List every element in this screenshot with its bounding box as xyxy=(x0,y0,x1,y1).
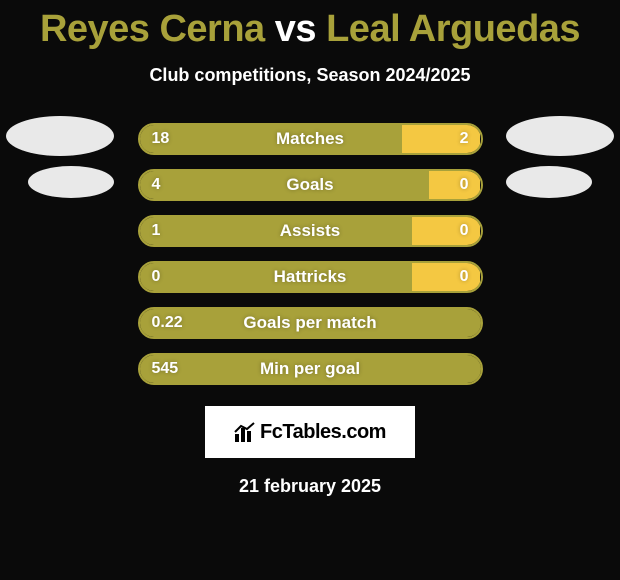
stat-bar: Goals per match0.22 xyxy=(138,307,483,339)
title-player2: Leal Arguedas xyxy=(326,8,580,50)
stat-bar-full-seg xyxy=(140,355,481,383)
stat-bar-right-seg xyxy=(402,125,480,153)
stat-bar-left-seg xyxy=(140,217,413,245)
footer-logo: FcTables.com xyxy=(205,406,415,458)
stat-bar: Assists10 xyxy=(138,215,483,247)
stat-bar-right-seg xyxy=(412,217,480,245)
stat-bar: Matches182 xyxy=(138,123,483,155)
player1-avatar xyxy=(6,116,114,156)
stat-bar: Goals40 xyxy=(138,169,483,201)
player2-avatar xyxy=(506,116,614,156)
stat-row: Assists10 xyxy=(0,208,620,254)
title-player1: Reyes Cerna xyxy=(40,8,265,50)
footer-date: 21 february 2025 xyxy=(0,476,620,497)
stat-bar-left-seg xyxy=(140,125,403,153)
stat-row: Hattricks00 xyxy=(0,254,620,300)
stat-row: Matches182 xyxy=(0,116,620,162)
footer-logo-text: FcTables.com xyxy=(260,421,386,444)
bar-chart-icon xyxy=(234,422,256,442)
subtitle: Club competitions, Season 2024/2025 xyxy=(0,65,620,86)
stat-bar-full-seg xyxy=(140,309,481,337)
title-vs: vs xyxy=(275,8,316,50)
stat-row: Goals per match0.22 xyxy=(0,300,620,346)
comparison-chart: Matches182 Goals40 Assists10 Hattricks00 Goa… xyxy=(0,116,620,392)
stat-row: Goals40 xyxy=(0,162,620,208)
stat-bar-right-seg xyxy=(412,263,480,291)
stat-bar: Hattricks00 xyxy=(138,261,483,293)
stat-bar-left-seg xyxy=(140,263,413,291)
player2-avatar-small xyxy=(506,166,592,198)
player1-avatar-small xyxy=(28,166,114,198)
stat-bar-left-seg xyxy=(140,171,430,199)
stat-row: Min per goal545 xyxy=(0,346,620,392)
stat-bar-right-seg xyxy=(429,171,480,199)
page-title: Reyes Cerna vs Leal Arguedas xyxy=(0,0,620,51)
stat-bar: Min per goal545 xyxy=(138,353,483,385)
